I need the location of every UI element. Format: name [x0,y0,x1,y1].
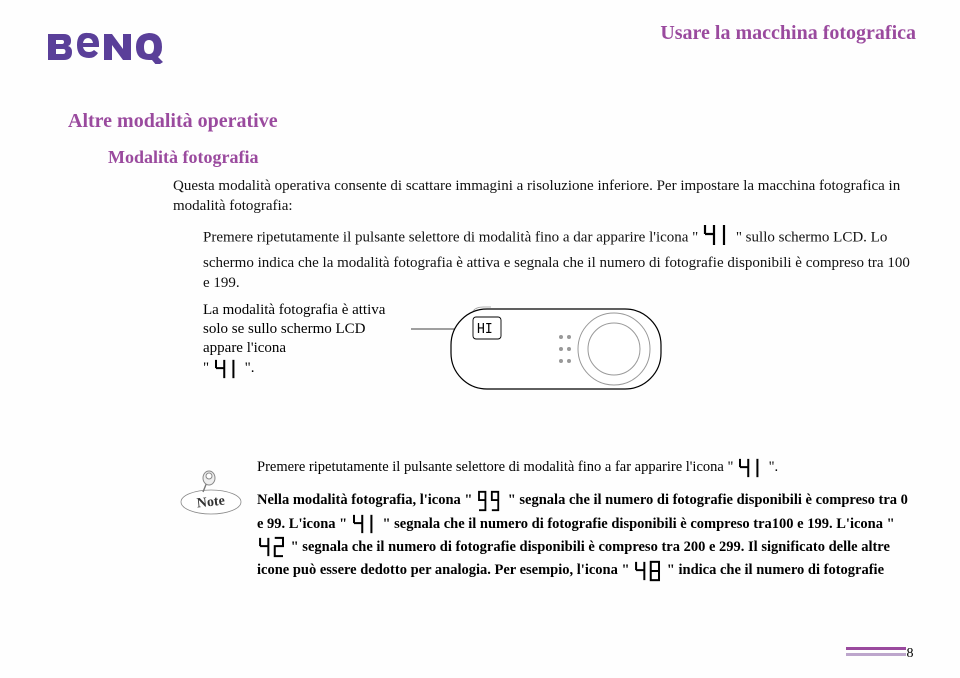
note-line-1: Premere ripetutamente il pulsante selett… [257,456,916,479]
text-fragment: Nella modalità fotografia, l'icona " [257,492,472,508]
text-fragment: Premere ripetutamente il pulsante selett… [203,229,698,245]
note-line-2: Nella modalità fotografia, l'icona " " s… [257,489,916,582]
text-fragment: " segnala che il numero di fotografie di… [382,516,894,532]
paragraph-instruction: Premere ripetutamente il pulsante selett… [203,223,916,294]
page-number-bar: 8 [846,641,916,670]
heading-1: Altre modalità operative [68,110,916,133]
text-fragment: ". [769,459,779,475]
svg-text:Note: Note [196,494,225,512]
text-fragment: La modalità fotografia è attiva solo se … [203,302,385,356]
h1-icon [737,457,765,479]
digit-99-icon [476,490,504,512]
heading-2: Modalità fotografia [108,147,916,168]
text-fragment: " indica che il numero di fotografie [667,562,884,578]
paragraph-intro: Questa modalità operativa consente di sc… [173,176,916,217]
text-fragment: Premere ripetutamente il pulsante selett… [257,459,733,475]
h1-icon [351,513,379,535]
page-number: 8 [907,646,914,661]
note-body: Premere ripetutamente il pulsante selett… [257,456,916,582]
svg-text:HI: HI [477,322,493,337]
h8-icon [633,560,663,582]
h2-icon [257,536,287,558]
note-pin-icon: Note [173,464,257,523]
page-header-title: Usare la macchina fotografica [660,22,916,45]
callout-text: La modalità fotografia è attiva solo se … [203,301,403,379]
benq-logo [44,30,164,69]
camera-diagram: HI [411,301,671,402]
callout-icon-line: " ". [203,360,255,376]
h1-icon [702,223,732,253]
